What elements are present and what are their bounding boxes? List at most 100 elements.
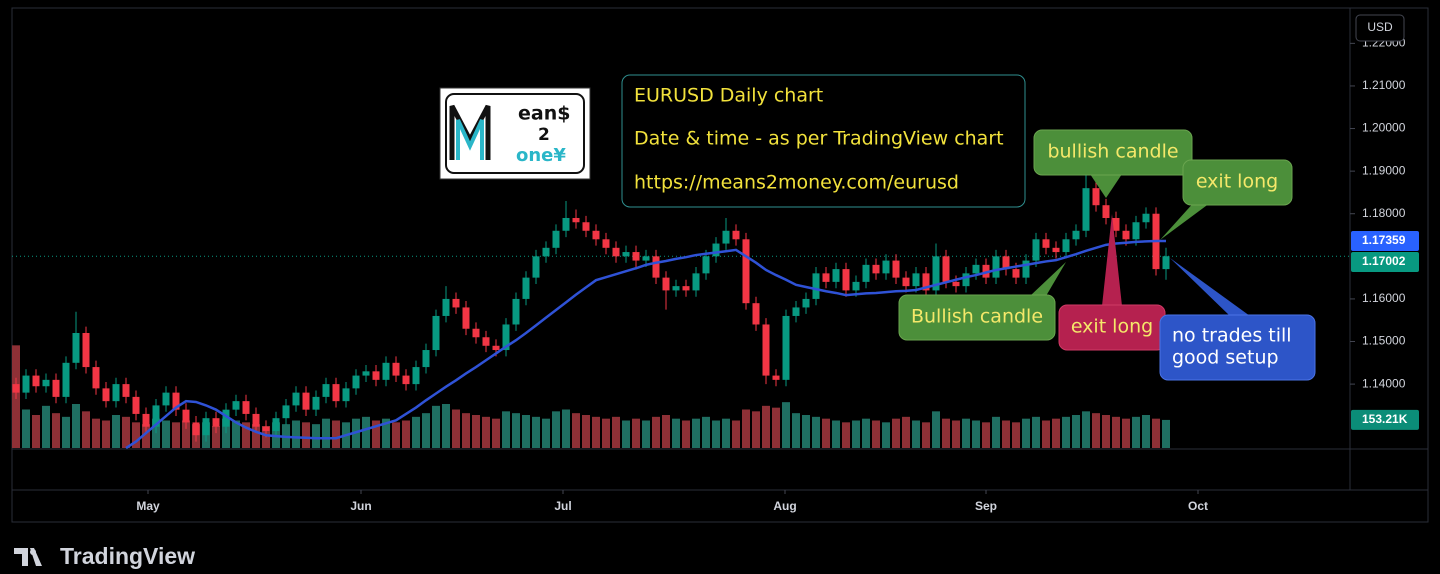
volume-bar [152,418,160,448]
currency-button[interactable] [1355,14,1405,42]
candle-body [182,409,190,423]
candle-body [672,286,680,291]
candle-body [922,273,930,291]
candle-body [742,239,750,304]
volume-bar [62,416,70,448]
volume-bar [92,418,100,448]
candle-body [62,362,70,397]
volume-bar [942,418,950,448]
volume-bar [412,416,420,448]
volume-bar [852,420,860,448]
info-frame [621,74,1026,208]
volume-bar [132,422,140,448]
candle-body [1012,269,1020,278]
candle-body [792,307,800,316]
x-tick-label: Jul [554,499,571,513]
candle-body [382,362,390,380]
candle-body [572,217,580,223]
candle-body [932,256,940,291]
candle-body [492,345,500,351]
volume-bar [1122,418,1130,448]
volume-bar [1012,422,1020,448]
callout-text: bullish candle [1047,141,1178,163]
candle-body [92,367,100,389]
volume-bar [662,415,670,448]
close-price-tag [1351,252,1419,273]
volume-bar [722,418,730,448]
candle-body [442,298,450,316]
candle-body [952,281,960,287]
y-tick-label: 1.18000 [1362,206,1406,220]
candle-body [252,413,260,427]
volume-bar [1162,419,1170,448]
volume-bar [432,405,440,448]
volume-bar [1002,420,1010,448]
candle-body [882,260,890,274]
volume-bar [642,420,650,448]
callout-text: exit long [1071,316,1153,338]
volume-bar [902,416,910,448]
volume-bar [862,418,870,448]
volume-bar [962,418,970,448]
volume-bar [612,416,620,448]
candle-body [362,371,370,376]
volume-bar [652,416,660,448]
volume-bar [982,422,990,448]
volume-bar [872,420,880,448]
candle-body [1022,260,1030,278]
volume-bar [1142,415,1150,448]
volume-bar [172,422,180,448]
candle-body [82,332,90,368]
volume-bar [332,420,340,448]
candle-body [562,217,570,231]
candle-body [552,230,560,248]
volume-bar [922,422,930,448]
candle-body [202,418,210,436]
candle-body [52,379,60,397]
logo-frame [445,93,585,174]
callout-box [1182,159,1293,206]
volume-bar [52,413,60,448]
candle-body [912,273,920,287]
volume-bar [972,420,980,448]
volume-bar [32,415,40,448]
candle-body [302,392,310,410]
candle-body [542,247,550,257]
volume-bar [82,411,90,448]
candle-body [962,273,970,287]
candle-body [1102,205,1110,218]
info-box: EURUSD Daily chart Date & time - as per … [621,74,1026,208]
volume-bar [752,411,760,448]
candle-body [352,375,360,389]
volume-bar [122,416,130,448]
volume-bar [542,418,550,448]
volume-bar [22,409,30,448]
candle-body [852,281,860,291]
volume-bar [402,420,410,448]
candle-body [272,418,280,431]
ma-price-tag [1351,231,1419,252]
candle-body [412,367,420,385]
volume-bar [312,424,320,448]
volume-bar [162,420,170,448]
volume-bar [1102,415,1110,448]
candle-body [162,392,170,406]
volume-bar [912,420,920,448]
x-tick-label: Oct [1188,499,1208,513]
logo-text: ean$ [518,103,570,125]
callout-box [1159,314,1316,381]
plot [12,162,1350,450]
y-tick-label: 1.21000 [1362,78,1406,92]
candle-body [822,273,830,282]
callout-pointer [1160,200,1214,240]
callout-pointer [1090,174,1122,198]
candle-body [722,230,730,244]
candle-body [592,230,600,240]
volume-bar [632,418,640,448]
volume-bar [182,420,190,448]
candle-body [1082,188,1090,231]
candle-body [612,247,620,257]
y-tick-label: 1.15000 [1362,334,1406,348]
logo-m [449,104,491,160]
